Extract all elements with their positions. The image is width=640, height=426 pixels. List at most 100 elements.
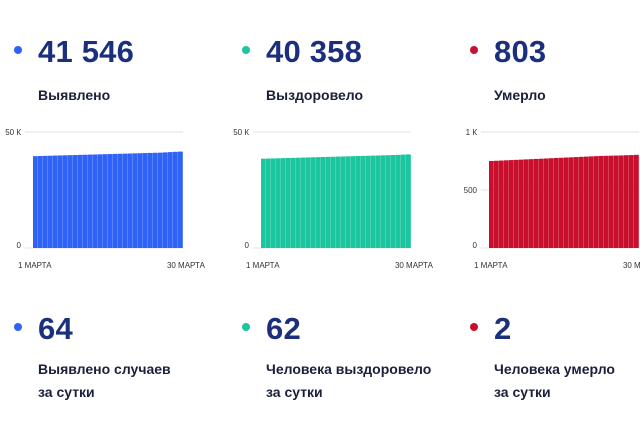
bar (494, 160, 499, 248)
x-end-label: 30 МАРТА (623, 261, 640, 270)
detected-chart: 0 50 К 1 МАРТА 30 МАРТА (5, 128, 205, 270)
red-dot-icon (470, 46, 478, 54)
bar (68, 155, 73, 248)
bar (331, 156, 336, 248)
bar (128, 153, 133, 248)
x-start-label: 1 МАРТА (18, 261, 52, 270)
bar (569, 157, 574, 248)
bar (346, 156, 351, 248)
bar (361, 155, 366, 248)
bar (634, 154, 639, 248)
bar (148, 152, 153, 248)
red-dot-icon (470, 323, 478, 331)
daily-detected-label-line1: Выявлено случаев (38, 361, 171, 377)
y-tick-label: 0 (473, 241, 478, 250)
bar (326, 156, 331, 248)
y-tick-label: 0 (245, 241, 250, 250)
detected-label: Выявлено (38, 87, 111, 103)
bar (519, 159, 524, 248)
detected-total: 41 546 (38, 34, 135, 69)
bar (276, 158, 281, 248)
deaths-total: 803 (494, 34, 547, 69)
bar (281, 158, 286, 248)
bar (63, 155, 68, 248)
bar (311, 157, 316, 248)
daily-deaths-label-line1: Человека умерло (494, 361, 615, 377)
bar (168, 152, 173, 248)
bar (391, 155, 396, 248)
bar (321, 157, 326, 248)
bar (629, 155, 634, 248)
recovered-label: Выздоровело (266, 87, 364, 103)
bar (554, 157, 559, 248)
bar (73, 155, 78, 248)
daily-recovered-value: 62 (266, 311, 301, 346)
bar (514, 159, 519, 248)
x-end-label: 30 МАРТА (395, 261, 434, 270)
bar (529, 159, 534, 248)
green-dot-icon (242, 323, 250, 331)
bar (316, 157, 321, 248)
bar (564, 157, 569, 248)
bar (108, 154, 113, 248)
bar (489, 161, 494, 248)
bar (579, 156, 584, 248)
bar (599, 155, 604, 248)
bar (78, 154, 83, 248)
bar (396, 154, 401, 248)
bar (93, 154, 98, 248)
bar (381, 155, 386, 248)
bar (153, 152, 158, 248)
bar (356, 156, 361, 248)
deaths-label: Умерло (494, 87, 546, 103)
daily-detected-label-line2: за сутки (38, 384, 95, 400)
recovered-chart: 0 50 К 1 МАРТА 30 МАРТА (233, 128, 434, 270)
bar (38, 155, 43, 248)
y-tick-label: 1 К (466, 128, 478, 137)
bar (261, 158, 266, 248)
y-tick-label: 50 К (5, 128, 21, 137)
bar (83, 154, 88, 248)
y-tick-label: 50 К (233, 128, 249, 137)
bar (504, 160, 509, 248)
bar (534, 158, 539, 248)
bar (296, 157, 301, 248)
bar (306, 157, 311, 248)
bar (103, 154, 108, 248)
daily-detected-value: 64 (38, 311, 73, 346)
bar (376, 155, 381, 248)
bar (559, 157, 564, 248)
y-tick-label: 0 (17, 241, 22, 250)
bar (499, 160, 504, 248)
bar (614, 155, 619, 248)
bar (619, 155, 624, 248)
bar (301, 157, 306, 248)
bar (123, 153, 128, 248)
bar (594, 156, 599, 248)
bar (33, 156, 38, 248)
bar (48, 155, 53, 248)
bar (584, 156, 589, 248)
deaths-chart: 0 500 1 К 1 МАРТА 30 МАРТА (464, 128, 640, 270)
bar (366, 155, 371, 248)
bar (341, 156, 346, 248)
bar (271, 158, 276, 248)
x-start-label: 1 МАРТА (474, 261, 508, 270)
bar (291, 157, 296, 248)
bar (386, 155, 391, 248)
bar (351, 156, 356, 248)
bar (624, 155, 629, 248)
daily-recovered-label-line1: Человека выздоровело (266, 361, 432, 377)
bar (544, 158, 549, 248)
bar (524, 159, 529, 248)
bar (509, 160, 514, 248)
bar (98, 154, 103, 248)
bar (133, 153, 138, 248)
bar (401, 154, 406, 248)
bar (371, 155, 376, 248)
bar (43, 155, 48, 248)
bar (158, 152, 163, 248)
daily-recovered-label-line2: за сутки (266, 384, 323, 400)
bar (266, 158, 271, 248)
x-start-label: 1 МАРТА (246, 261, 280, 270)
